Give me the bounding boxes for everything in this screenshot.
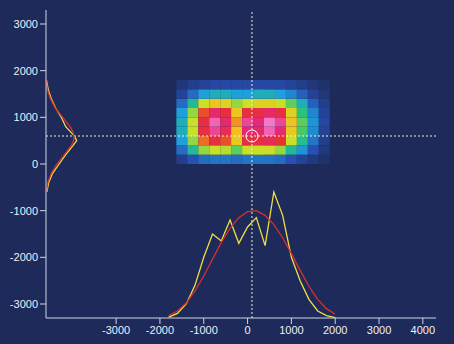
svg-text:2000: 2000 — [323, 324, 347, 336]
svg-text:-3000: -3000 — [10, 298, 38, 310]
svg-text:-1000: -1000 — [10, 205, 38, 217]
svg-text:3000: 3000 — [14, 18, 38, 30]
svg-text:1000: 1000 — [279, 324, 303, 336]
svg-text:0: 0 — [32, 158, 38, 170]
svg-text:4000: 4000 — [411, 324, 435, 336]
svg-text:-1000: -1000 — [190, 324, 218, 336]
svg-text:0: 0 — [245, 324, 251, 336]
svg-text:1000: 1000 — [14, 111, 38, 123]
svg-text:-2000: -2000 — [10, 251, 38, 263]
svg-text:3000: 3000 — [367, 324, 391, 336]
svg-text:-3000: -3000 — [102, 324, 130, 336]
svg-text:-2000: -2000 — [146, 324, 174, 336]
svg-text:2000: 2000 — [14, 65, 38, 77]
